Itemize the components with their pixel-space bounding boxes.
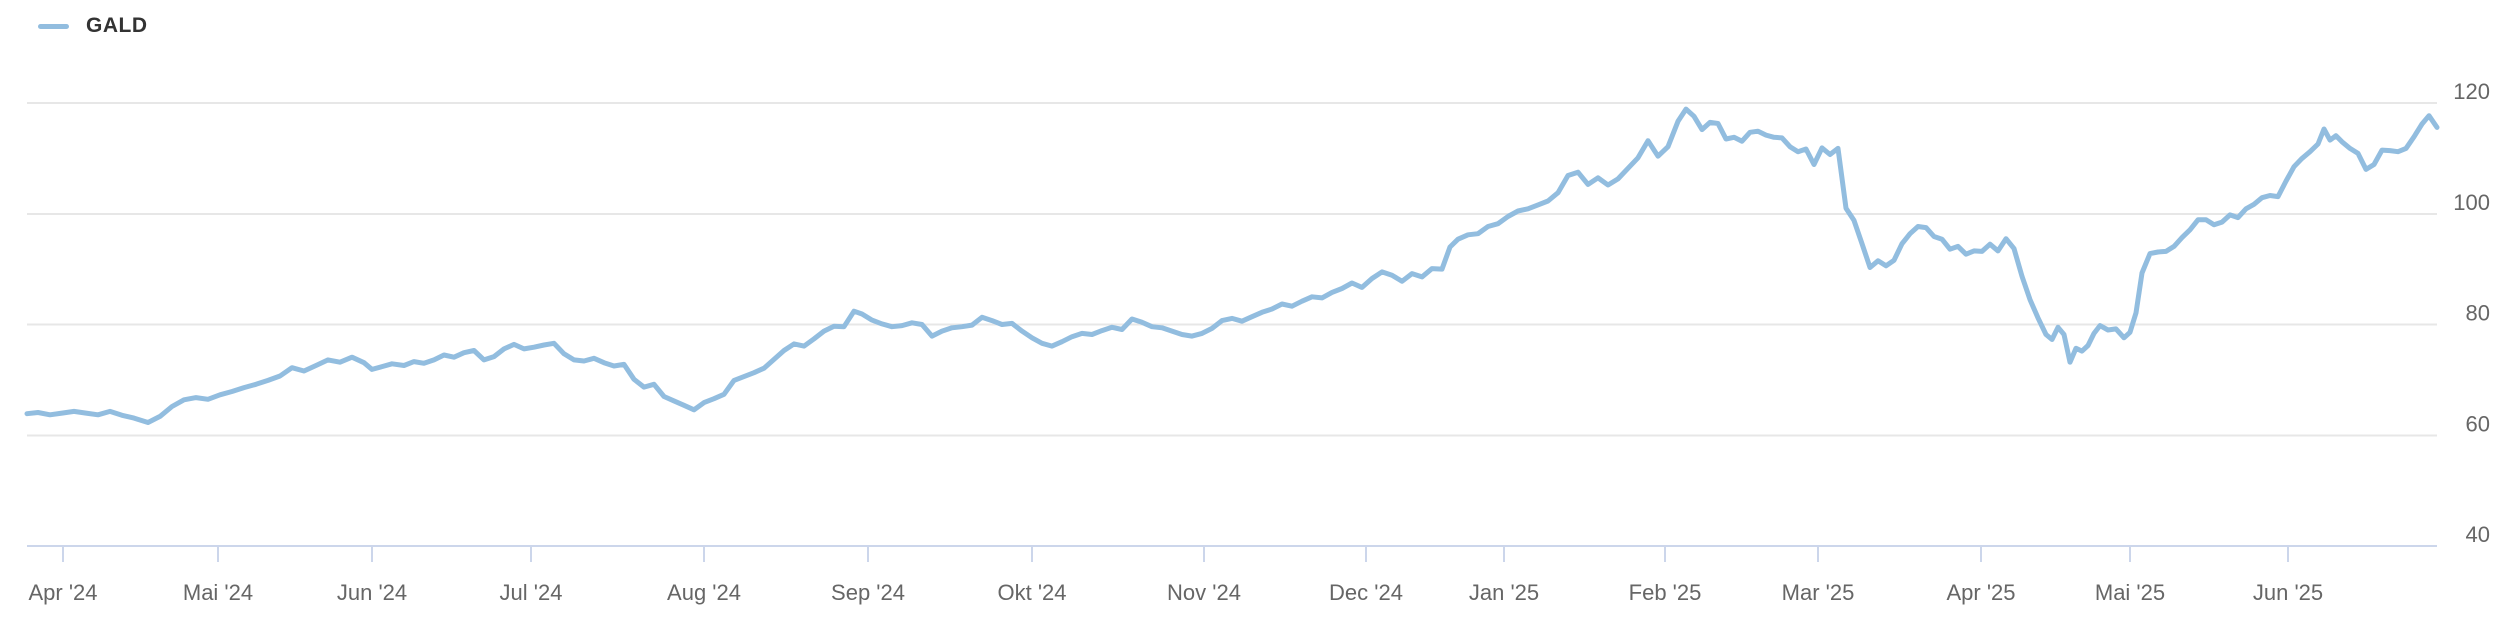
x-axis-label: Jun '25 [2253,580,2323,605]
y-axis-label: 60 [2466,411,2490,436]
y-axis-label: 120 [2453,79,2490,104]
x-axis-label: Apr '25 [1946,580,2015,605]
x-axis-label: Jun '24 [337,580,407,605]
x-axis-label: Sep '24 [831,580,905,605]
series-line-GALD [24,106,2440,425]
x-axis-label: Mar '25 [1782,580,1855,605]
x-axis-label: Apr '24 [28,580,97,605]
x-axis-label: Okt '24 [997,580,1066,605]
x-axis-label: Aug '24 [667,580,741,605]
x-axis-label: Jan '25 [1469,580,1539,605]
x-axis-label: Nov '24 [1167,580,1241,605]
x-axis-label: Mai '24 [183,580,253,605]
y-axis-label: 100 [2453,190,2490,215]
x-axis-label: Dec '24 [1329,580,1403,605]
x-axis-label: Mai '25 [2095,580,2165,605]
legend-series-name: GALD [86,14,148,37]
x-axis-label: Feb '25 [1629,580,1702,605]
legend-line-marker-icon [38,23,69,29]
y-axis-label: 80 [2466,301,2490,326]
legend-item-gald[interactable]: GALD [38,12,148,40]
y-axis-label: 40 [2466,522,2490,547]
x-axis-label: Jul '24 [500,580,563,605]
